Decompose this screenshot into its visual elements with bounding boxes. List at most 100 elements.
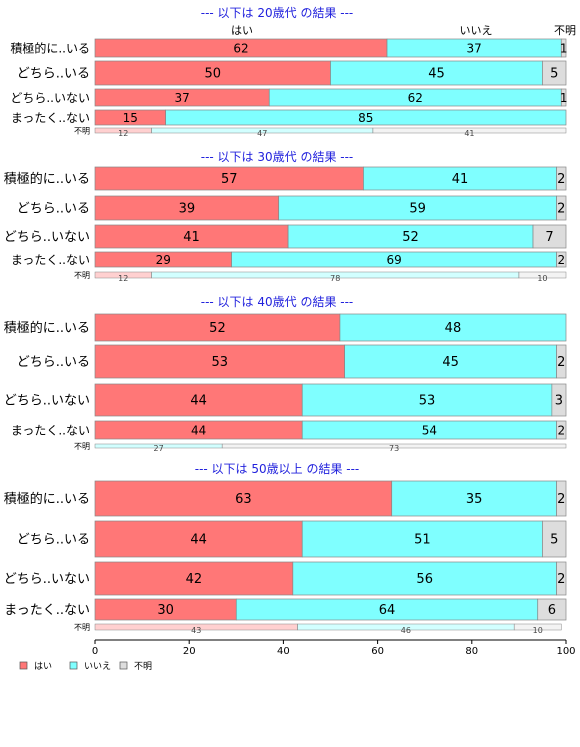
bar-segment-unknown [556,344,567,379]
data-label: 62 [408,91,423,105]
category-label: どちら..いる [17,202,90,217]
bar-segment-unknown [556,166,567,191]
legend-label: 不明 [134,661,152,672]
data-label: 2 [557,424,565,438]
data-label: 53 [419,394,436,409]
unknown-segment-label: 27 [153,444,163,453]
bar-segment-unknown [556,420,567,440]
data-label: 45 [442,355,459,370]
bar-segment-no [278,195,557,221]
bar-segment-no [292,561,557,596]
data-label: 2 [557,355,565,370]
unknown-segment-label: 12 [118,129,128,138]
data-label: 5 [550,533,558,548]
x-tick-label: 100 [556,646,575,657]
data-label: 15 [123,111,138,125]
unknown-segment-unknown [221,443,567,449]
data-label: 45 [428,67,445,82]
unknown-segment-label: 46 [401,626,411,635]
data-label: 2 [557,172,565,187]
unknown-segment-unknown [513,623,562,631]
bar-segment-yes [94,195,280,221]
data-label: 35 [466,492,483,507]
category-label: どちら..いない [4,572,90,587]
bar-segment-no [301,520,543,558]
bar-segment-no [339,313,567,342]
bar-segment-yes [94,520,303,558]
x-tick-label: 20 [183,646,196,657]
bar-segment-unknown [560,38,567,58]
data-label: 37 [174,91,189,105]
unknown-segment-label: 43 [191,626,201,635]
data-label: 2 [557,492,565,507]
data-label: 69 [386,253,401,267]
data-label: 42 [186,572,203,587]
bar-segment-yes [94,313,341,342]
data-label: 3 [555,394,563,409]
unknown-segment-label: 41 [464,129,474,138]
bar-segment-yes [94,344,345,379]
category-label: どちら..いない [10,91,90,105]
header-label-unknown: 不明 [554,24,576,37]
bar-segment-unknown [537,598,567,621]
data-label: 85 [358,111,373,125]
data-label: 1 [560,42,568,56]
x-tick-label: 60 [371,646,384,657]
data-label: 52 [209,321,226,336]
bar-segment-no [391,480,557,517]
category-label: どちら..いない [4,230,90,245]
bar-segment-unknown [556,195,567,221]
data-label: 57 [221,172,238,187]
unknown-row-label: 不明 [74,442,90,451]
data-label: 6 [548,603,556,618]
data-label: 2 [557,572,565,587]
category-label: どちら..いる [17,533,90,548]
category-label: まったく..ない [11,424,90,438]
bar-segment-yes [94,561,294,596]
data-label: 44 [191,424,206,438]
bar-segment-yes [94,383,303,417]
unknown-segment-label: 10 [537,274,547,283]
unknown-segment-label: 10 [533,626,543,635]
data-label: 41 [183,230,200,245]
data-label: 54 [422,424,437,438]
unknown-segment-unknown [518,271,567,279]
data-label: 37 [467,42,482,56]
unknown-row-label: 不明 [74,623,90,632]
bar-segment-unknown [542,60,567,86]
header-label-no: いいえ [460,24,493,37]
unknown-segment-label: 12 [118,274,128,283]
bar-segment-unknown [542,520,567,558]
bar-segment-no [344,344,557,379]
bar-segment-unknown [556,251,567,268]
data-label: 59 [409,202,426,217]
data-label: 30 [157,603,174,618]
category-label: どちら..いない [4,394,90,409]
category-label: どちら..いる [17,355,90,370]
data-label: 1 [560,91,568,105]
bar-segment-unknown [560,88,567,107]
data-label: 64 [379,603,396,618]
panel-title: --- 以下は 40歳代 の結果 --- [201,295,354,309]
data-label: 53 [212,355,229,370]
category-label: どちら..いる [17,67,90,82]
data-label: 51 [414,533,431,548]
legend-label: はい [34,661,52,672]
unknown-segment-label: 78 [330,274,340,283]
data-label: 7 [545,230,553,245]
data-label: 41 [452,172,469,187]
category-label: 積極的に..いる [10,41,90,56]
data-label: 39 [179,202,196,217]
bar-segment-no [330,60,543,86]
data-label: 63 [235,492,252,507]
category-label: 積極的に..いる [4,171,90,187]
category-label: まったく..ない [11,111,90,125]
data-label: 29 [156,253,171,267]
bar-segment-unknown [551,383,567,417]
bar-segment-unknown [556,561,567,596]
data-label: 5 [550,67,558,82]
unknown-segment-label: 47 [257,129,267,138]
category-label: まったく..ない [11,253,90,267]
panel-title: --- 以下は 30歳代 の結果 --- [201,150,354,164]
